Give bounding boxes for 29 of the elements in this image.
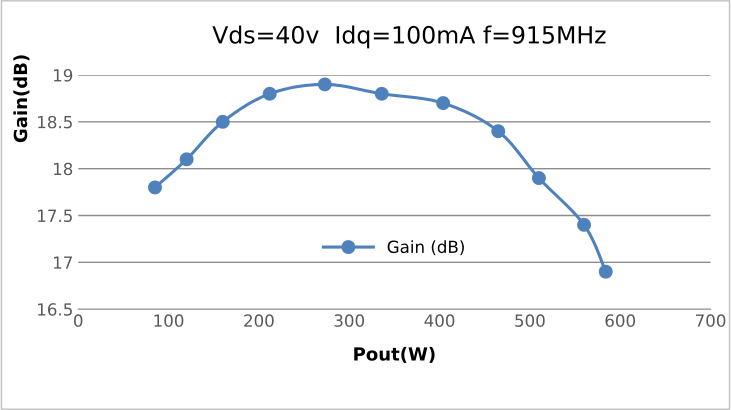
- point: [216, 114, 230, 129]
- y-tick-label: 17: [54, 256, 72, 269]
- x-tick-label: 200: [244, 314, 274, 327]
- y-tick-label: 18.5: [38, 116, 72, 128]
- point: [262, 86, 277, 101]
- point: [436, 96, 450, 110]
- y-tick-label: 19: [54, 68, 72, 82]
- point: [180, 152, 194, 166]
- point: [148, 180, 162, 194]
- point: [318, 77, 332, 92]
- x-tick-label: 500: [515, 314, 545, 327]
- point: [532, 171, 546, 185]
- point: [374, 86, 389, 101]
- legend-label: Gain (dB): [388, 240, 464, 256]
- x-tick-label: 100: [154, 314, 184, 327]
- point: [598, 264, 613, 279]
- x-tick-label: 300: [334, 314, 364, 327]
- y-axis-title: Gain(dB): [13, 55, 30, 142]
- x-tick-label: 600: [605, 314, 635, 327]
- x-tick-label: 700: [696, 314, 726, 327]
- x-tick-label: 0: [74, 314, 82, 327]
- y-tick-label: 18: [54, 162, 72, 176]
- chart-title: Vds=40v Idq=100mA f=915MHz: [212, 25, 606, 48]
- point: [577, 218, 592, 232]
- x-axis-title: Pout(W): [354, 346, 435, 363]
- y-tick-label: 16.5: [38, 303, 72, 316]
- y-tick-label: 17.5: [38, 210, 72, 222]
- point: [491, 124, 506, 138]
- x-tick-label: 400: [424, 314, 454, 327]
